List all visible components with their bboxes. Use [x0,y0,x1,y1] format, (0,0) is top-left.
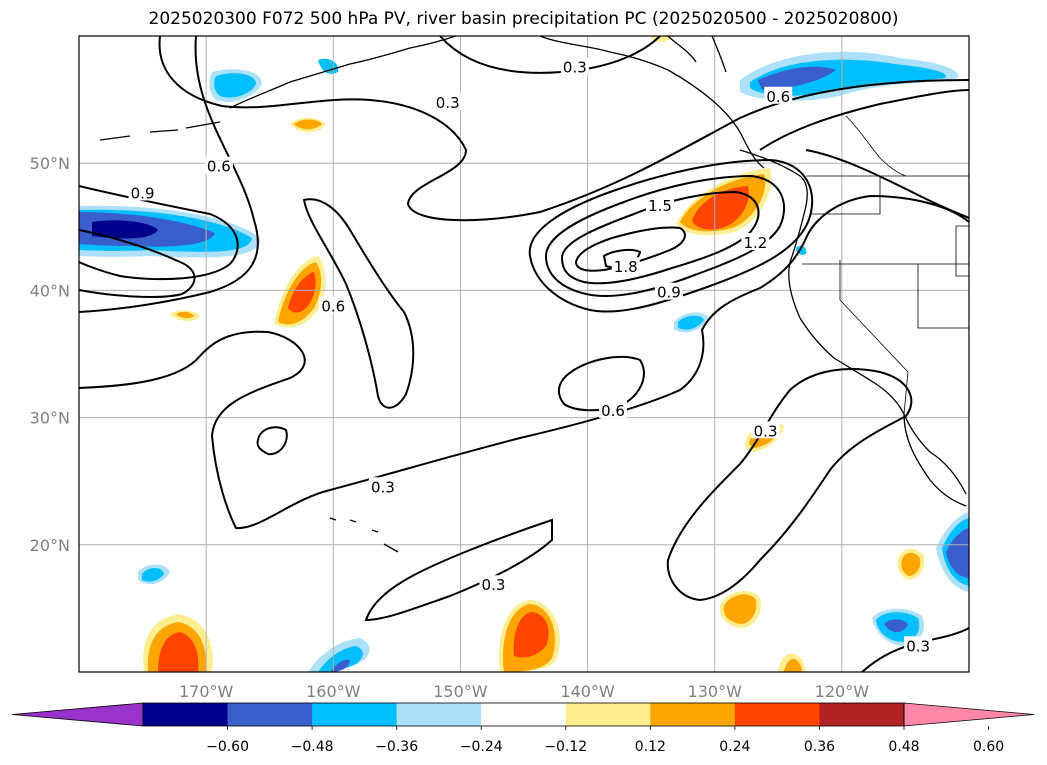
contour-1.2-loop [544,174,785,297]
colorbar-segment [650,703,736,726]
colorbar-tick-label: 0.48 [888,739,919,755]
gridlines [79,36,969,672]
contour-label: 0.3 [563,59,587,77]
x-tick-label: 120°W [815,682,870,701]
contour-label: 0.6 [207,158,231,176]
y-tick-label: 40°N [30,281,70,300]
colorbar-segment [819,703,905,726]
contour-label: 0.3 [754,422,778,440]
negative-anomaly-misc [138,246,969,672]
contour-label-bg [741,233,770,251]
contour-0.3-east-loop [666,368,913,602]
contour-label-bg [904,636,933,654]
colorbar-segment [312,703,398,726]
contour-0.6-ne [759,89,969,151]
contour-label-bg [611,257,640,275]
colorbar-segment [565,703,651,726]
map-frame [78,35,970,673]
contour-0.3-sw-loop [364,518,553,622]
colorbar-tick-label: 0.24 [719,739,750,755]
axis-labels: 170°W 160°W 150°W 140°W 130°W 120°W 20°N 30°N 40… [30,154,870,701]
x-tick-label: 150°W [433,682,488,701]
contour-label: 1.2 [743,234,767,252]
contour-0.9-a [79,185,239,281]
contour-label: 0.6 [601,402,625,420]
colorbar-segment [481,703,567,726]
contour-label-bg [560,57,589,75]
colorbar-tick-label: 0.36 [804,739,835,755]
x-tick-label: 160°W [306,682,361,701]
colorbar-frame [142,702,905,727]
coastlines [99,36,967,553]
positive-anomaly-central [170,118,326,328]
contour-label-bg [319,296,348,314]
colorbar-tick-label: −0.48 [291,739,334,755]
colorbar-segment [143,703,229,726]
contour-label: 0.9 [657,284,681,302]
political-borders [802,115,969,415]
contour-label: 1.5 [648,197,672,215]
colorbar-tick-label: −0.36 [375,739,418,755]
positive-anomaly-oregon [676,168,772,236]
y-tick-label: 50°N [30,154,70,173]
pv-contours [79,36,969,672]
contour-label-bg [204,156,233,174]
contour-label: 0.3 [436,94,460,112]
contour-label-bg [599,400,627,418]
contour-0.6-east [805,149,969,219]
contour-label: 0.6 [321,298,345,316]
contour-label-bg [764,86,793,104]
contour-label-bg [479,575,508,593]
contour-0.3-small-loop [256,426,288,456]
contour-label-bg [128,183,157,201]
contour-label: 0.3 [482,576,506,594]
colorbar-tick-label: 0.60 [973,739,1004,755]
contour-0.9-loop [528,158,814,313]
contour-label-bg [368,477,397,495]
x-tick-label: 140°W [560,682,615,701]
contour-0.3-inner [79,229,196,298]
colorbar-segment [734,703,820,726]
colorbar-segment [227,703,313,726]
contour-1.5-loop [560,190,760,285]
contour-1.8-loop [574,226,686,272]
contour-0.3-bering [158,36,969,222]
contour-label-bg [751,421,780,439]
contour-0.6-center [302,198,415,409]
colorbar-segment [396,703,482,726]
contour-0.6-a [79,36,259,313]
contour-label: 0.3 [371,478,395,496]
contour-label-bg [646,196,675,214]
positive-anomaly-south [143,36,925,672]
x-tick-label: 130°W [688,682,743,701]
contour-label: 0.3 [906,637,930,655]
colorbar-tick-label: 0.12 [635,739,666,755]
chart-title: 2025020300 F072 500 hPa PV, river basin … [148,9,899,29]
contour-label: 0.9 [131,184,155,202]
contour-label: 1.8 [614,258,638,276]
negative-anomaly-canada [740,51,959,101]
colorbar: −0.60 −0.48 −0.36 −0.24 −0.12 0.12 0.24 0.36 0.4… [11,702,1035,755]
contour-labels: 0.3 0.3 0.6 0.9 0.6 1.5 1.2 1.8 0.9 0.6 0.6 0.3 0.3 0… [128,57,933,655]
colorbar-extend-low [11,702,144,727]
map-background [79,36,969,672]
x-tick-label: 170°W [179,682,234,701]
y-tick-label: 20°N [30,536,70,555]
colorbar-tick-label: −0.60 [206,739,249,755]
contour-0.3-wide [79,194,969,530]
colorbar-tick-label: −0.12 [544,739,587,755]
contour-label-bg [654,282,683,300]
colorbar-extend-high [903,702,1035,727]
contour-label-bg [433,93,462,111]
y-tick-label: 30°N [30,409,70,428]
colorbar-tick-label: −0.24 [460,739,503,755]
contour-label: 0.6 [766,88,790,106]
